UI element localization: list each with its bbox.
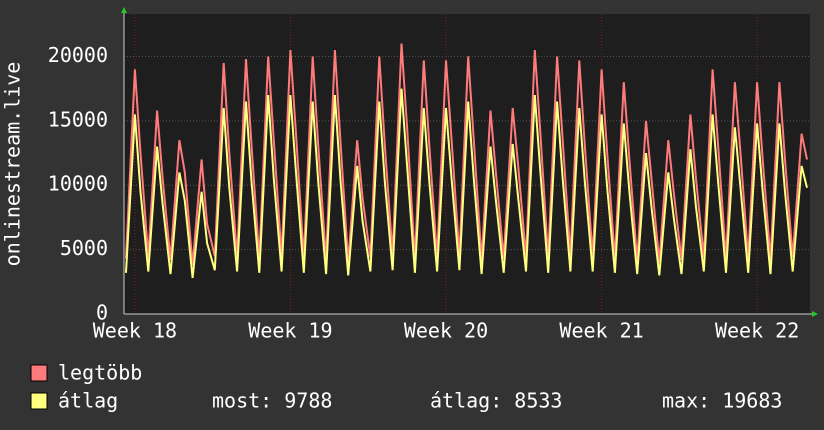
x-tick-label: Week 20 <box>404 319 488 343</box>
y-tick-label: 0 <box>96 301 108 325</box>
y-tick-label: 5000 <box>60 236 108 260</box>
x-tick-label: Week 21 <box>559 319 643 343</box>
y-axis-label: onlinestream.live <box>1 62 25 267</box>
y-tick-label: 20000 <box>48 43 108 67</box>
axis-arrow <box>121 7 127 13</box>
legend-label: átlag <box>58 389 118 413</box>
plot <box>125 43 808 279</box>
axis-arrow <box>812 311 818 317</box>
legend-label: legtöbb <box>58 361 142 385</box>
stat-average: átlag: 8533 <box>430 389 562 413</box>
series-line <box>125 88 808 279</box>
legend-swatch <box>30 364 48 382</box>
y-tick-label: 15000 <box>48 107 108 131</box>
x-tick-label: Week 19 <box>248 319 332 343</box>
series-line <box>125 43 808 266</box>
legend-swatch <box>30 392 48 410</box>
x-tick-label: Week 22 <box>715 319 799 343</box>
x-tick-label: Week 18 <box>93 319 177 343</box>
stat-max: max: 19683 <box>662 389 782 413</box>
y-tick-label: 10000 <box>48 172 108 196</box>
stat-current: most: 9788 <box>212 389 332 413</box>
